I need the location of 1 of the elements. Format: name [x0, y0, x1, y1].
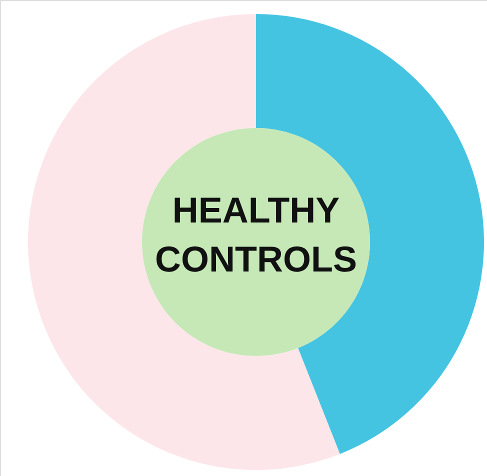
text: HEALTHY CONTROLS [155, 190, 357, 280]
